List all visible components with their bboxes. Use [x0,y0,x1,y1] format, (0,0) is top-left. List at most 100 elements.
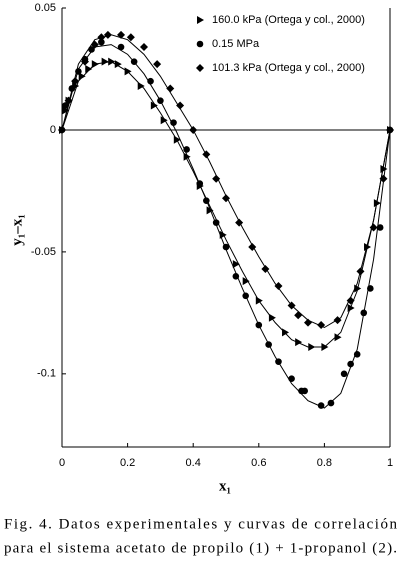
y-tick-label: -0.05 [31,246,56,258]
data-point [268,313,276,322]
y-tick-label: 0.05 [35,2,56,14]
data-point [173,135,181,144]
data-point [196,180,204,187]
data-point [317,321,326,330]
data-point [166,84,175,93]
data-point [130,58,138,65]
data-point [114,60,122,69]
x-tick-label: 1 [387,457,393,469]
y-axis-label: y₁–x₁ [9,214,25,246]
data-point [157,97,164,104]
data-point [232,260,240,269]
data-point [189,125,198,134]
data-point [124,67,132,76]
data-point [295,338,303,347]
x-tick-label: 0.6 [251,457,266,469]
data-point [334,333,342,342]
data-point [206,206,214,215]
data-point [261,264,270,273]
data-point [64,96,73,105]
caption-line: Fig. 4. Datos experimentales y curvas de… [4,516,397,532]
data-point [275,358,282,365]
y-tick-label: 0 [50,124,56,136]
data-point [367,285,374,292]
data-point [379,174,388,183]
data-point [265,341,272,348]
data-point [147,77,154,85]
data-point [380,164,388,173]
data-point [340,370,348,378]
data-point [376,224,384,231]
data-point [78,72,86,81]
data-point [333,316,342,325]
x-tick-label: 0.2 [120,457,135,469]
data-point [71,77,80,86]
data-point [347,360,354,368]
data-point [176,101,185,110]
fit-curve [61,34,391,329]
data-point [85,64,93,73]
data-point [97,33,106,42]
data-point [242,292,249,300]
data-point [219,230,227,239]
data-point [108,57,116,66]
data-point [373,199,381,208]
legend-label: 0.15 MPa [212,38,260,50]
y-tick-label: -0.1 [37,368,56,380]
data-point [360,309,368,317]
data-point [222,243,230,251]
data-point [58,125,66,134]
data-point [183,146,190,153]
caption-line: para el sistema acetato de propilo (1) +… [4,540,397,556]
data-point [346,296,355,305]
data-point [294,311,303,320]
x-tick-label: 0.4 [186,457,201,469]
data-point [356,267,365,276]
data-point [222,194,230,203]
data-point [369,223,378,232]
data-point [282,328,290,337]
data-point [242,277,250,286]
data-point [304,318,312,327]
data-point [347,303,355,312]
data-point [212,219,220,226]
x-tick-label: 0.8 [317,457,332,469]
data-point [202,150,211,159]
data-point [287,301,296,310]
data-point [255,321,263,329]
legend-marker [197,16,204,24]
data-point [80,57,89,66]
data-point [68,85,76,92]
legend-marker [196,40,204,48]
data-point [203,197,210,204]
data-point [248,243,257,252]
data-point [91,60,99,69]
data-point [353,351,361,358]
data-point [88,46,95,53]
data-point [150,101,158,110]
data-point [274,282,283,291]
fit-curve [61,61,391,348]
data-point [235,218,244,227]
data-point [354,284,362,293]
data-point [126,33,135,42]
data-point [61,102,69,109]
data-point [232,272,240,280]
legend-label: 160.0 kPa (Ortega y col., 2000) [212,14,365,26]
data-point [183,152,191,161]
data-point [98,38,105,46]
data-point [117,30,126,39]
data-point [117,43,125,51]
data-point [212,174,221,183]
data-point [255,296,263,305]
legend-marker [196,64,204,72]
data-point [364,243,372,252]
data-point [75,68,82,75]
data-point [101,57,109,66]
data-point [153,60,162,69]
data-point [90,40,99,49]
x-axis-label: x₁ [219,478,231,494]
data-point [103,30,112,39]
x-tick-label: 0 [59,457,65,469]
